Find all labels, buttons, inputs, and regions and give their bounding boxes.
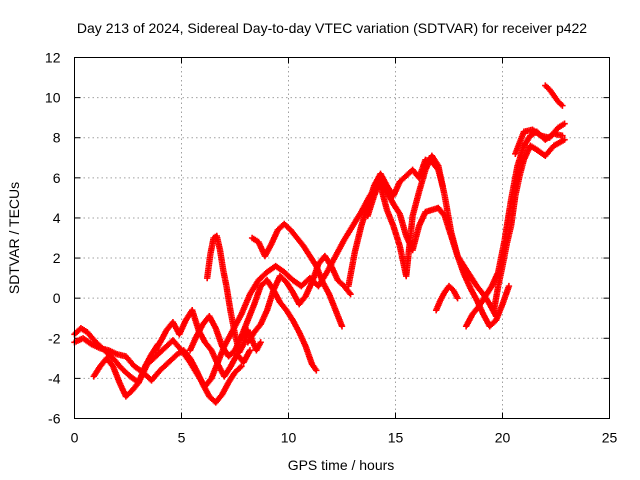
data-layer (71, 82, 568, 406)
series-sat-p (542, 82, 566, 109)
y-tick-label: 4 (53, 210, 61, 226)
y-tick-label: 8 (53, 130, 61, 146)
series-sat-o (512, 120, 568, 157)
y-tick-label: 6 (53, 170, 61, 186)
data-point (238, 363, 245, 370)
data-point (559, 102, 566, 109)
y-tick-label: -6 (48, 411, 61, 427)
x-tick-label: 25 (602, 430, 618, 446)
data-point (236, 364, 244, 371)
x-axis-label: GPS time / hours (288, 457, 395, 473)
y-tick-label: 12 (45, 50, 61, 66)
chart-title: Day 213 of 2024, Sidereal Day-to-day VTE… (77, 20, 587, 36)
x-tick-label: 20 (495, 430, 511, 446)
series-sat-n (490, 136, 568, 314)
series-sat-h (244, 252, 354, 346)
y-tick-label: 2 (53, 250, 61, 266)
series-sat-f (186, 276, 320, 374)
series-sat-j (364, 176, 513, 330)
data-point (561, 120, 568, 127)
data-point (246, 347, 254, 354)
data-point (347, 290, 354, 298)
y-tick-label: -4 (48, 370, 61, 386)
data-point (313, 367, 320, 374)
data-point (257, 339, 264, 346)
tick-layer: 0 5 10 15 20 25 -6 -4 -2 0 2 4 6 8 10 12 (45, 50, 618, 446)
x-tick-label: 10 (281, 430, 297, 446)
series-sat-l (432, 282, 461, 314)
plot-frame (74, 57, 610, 419)
data-point (561, 136, 568, 143)
x-tick-label: 0 (71, 430, 79, 446)
y-tick-label: 0 (53, 290, 61, 306)
data-point (492, 313, 500, 320)
data-point (338, 323, 346, 330)
data-point (505, 282, 513, 290)
data-point (454, 294, 461, 302)
x-tick-label: 5 (178, 430, 186, 446)
x-tick-label: 15 (388, 430, 404, 446)
y-axis-label: SDTVAR / TECUs (6, 182, 22, 294)
series-sat-c (90, 341, 162, 400)
y-tick-label: 10 (45, 90, 61, 106)
y-tick-label: -2 (48, 330, 61, 346)
